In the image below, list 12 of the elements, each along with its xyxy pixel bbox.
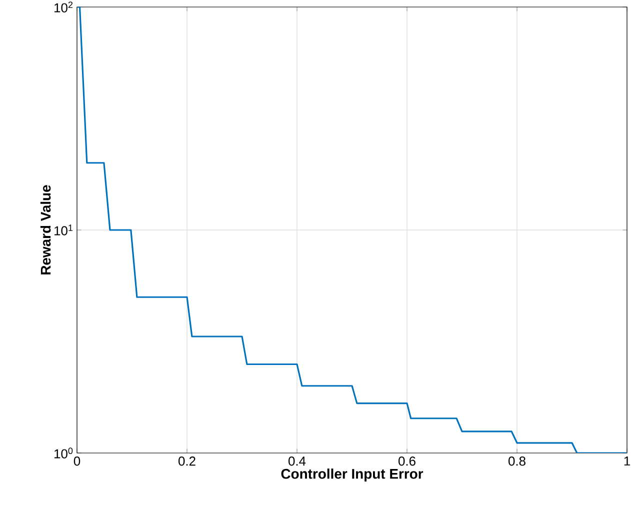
y-axis-title: Reward Value: [40, 185, 51, 274]
x-tick-label: 0.8: [508, 456, 526, 466]
x-axis-title: Controller Input Error: [281, 468, 424, 482]
y-tick-label: 10$^{0}$: [54, 448, 73, 458]
x-tick-label: 0.6: [398, 456, 416, 466]
x-tick-label: 1: [624, 456, 630, 466]
line-series: [77, 6, 628, 453]
x-tick-label: 0.4: [288, 456, 306, 466]
y-tick-label: 10$^{2}$: [54, 2, 73, 12]
x-tick-label: 0.2: [178, 456, 196, 466]
y-tick-label: 10$^{1}$: [54, 224, 73, 236]
x-tick-label: 0: [74, 456, 80, 466]
